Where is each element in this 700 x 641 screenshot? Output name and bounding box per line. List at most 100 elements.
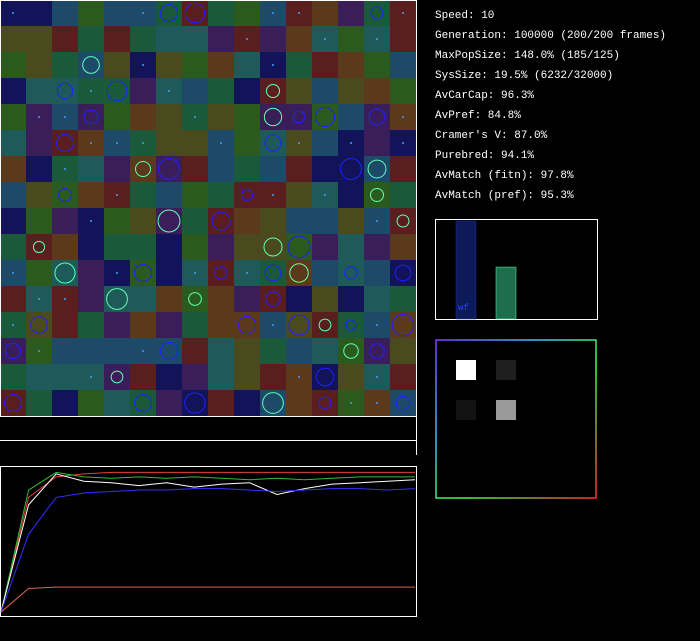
cell: [130, 286, 156, 312]
cell: [208, 390, 234, 416]
cell: [338, 286, 364, 312]
agent: [246, 38, 248, 40]
matrix-cell: [496, 400, 516, 420]
bar: [495, 266, 517, 320]
agent: [272, 194, 274, 196]
cell: [312, 260, 338, 286]
cell: [104, 156, 130, 182]
cell: [0, 182, 26, 208]
cell: [156, 234, 182, 260]
cell: [286, 390, 312, 416]
cell: [234, 338, 260, 364]
agent: [64, 168, 66, 170]
cell: [26, 156, 52, 182]
agent: [265, 83, 281, 99]
cell: [0, 26, 26, 52]
cell: [312, 390, 338, 416]
agent: [395, 395, 411, 411]
cell: [338, 78, 364, 104]
stat-line: MaxPopSize: 148.0% (185/125): [435, 50, 620, 62]
cell: [234, 182, 260, 208]
agent: [298, 376, 300, 378]
cell: [0, 156, 26, 182]
cell: [78, 182, 104, 208]
cell: [0, 130, 26, 156]
agent: [82, 56, 100, 74]
agent: [142, 12, 144, 14]
cell: [260, 208, 286, 234]
agent: [90, 90, 92, 92]
agent: [402, 12, 404, 14]
agent: [184, 392, 206, 414]
agent: [160, 4, 178, 22]
agent: [350, 142, 352, 144]
agent: [370, 6, 384, 20]
cell: [130, 260, 156, 286]
agent: [263, 107, 283, 127]
agent: [264, 264, 282, 282]
cell: [312, 130, 338, 156]
cell: [312, 78, 338, 104]
agent: [211, 211, 231, 231]
cell: [26, 0, 52, 26]
cell: [208, 364, 234, 390]
cell: [26, 78, 52, 104]
cell: [130, 208, 156, 234]
cell: [234, 0, 260, 26]
cell: [26, 182, 52, 208]
agent: [116, 194, 118, 196]
cell: [156, 338, 182, 364]
cell: [338, 312, 364, 338]
agent: [38, 116, 40, 118]
cell: [78, 156, 104, 182]
cell: [0, 52, 26, 78]
stat-line: AvPref: 84.8%: [435, 110, 521, 122]
cell: [208, 0, 234, 26]
agent: [54, 262, 76, 284]
stat-line: AvMatch (pref): 95.3%: [435, 190, 574, 202]
cell: [104, 234, 130, 260]
cell: [390, 312, 416, 338]
agent: [214, 266, 228, 280]
cell: [0, 104, 26, 130]
cell: [234, 312, 260, 338]
cell: [182, 26, 208, 52]
cell: [260, 286, 286, 312]
cell: [78, 26, 104, 52]
cell: [130, 182, 156, 208]
agent: [12, 272, 14, 274]
cell: [390, 182, 416, 208]
cell: [130, 234, 156, 260]
agent: [237, 315, 257, 335]
cell: [26, 364, 52, 390]
cell: [234, 234, 260, 260]
cell: [234, 286, 260, 312]
cell: [260, 78, 286, 104]
agent: [142, 64, 144, 66]
cell: [260, 364, 286, 390]
agent: [142, 142, 144, 144]
agent: [402, 116, 404, 118]
agent: [159, 341, 179, 361]
agent: [288, 314, 310, 336]
cell: [208, 286, 234, 312]
agent: [343, 343, 359, 359]
agent: [64, 116, 66, 118]
cell: [52, 390, 78, 416]
cell: [26, 208, 52, 234]
cell: [364, 338, 390, 364]
grid-border: [0, 0, 417, 417]
agent: [344, 266, 358, 280]
agent: [38, 350, 40, 352]
cell: [182, 364, 208, 390]
agent: [292, 110, 306, 124]
cell: [260, 130, 286, 156]
cell: [26, 234, 52, 260]
cell: [182, 338, 208, 364]
cell: [208, 234, 234, 260]
cell: [390, 78, 416, 104]
agent: [376, 402, 378, 404]
agent: [263, 237, 283, 257]
agent: [4, 342, 22, 360]
cell: [26, 52, 52, 78]
